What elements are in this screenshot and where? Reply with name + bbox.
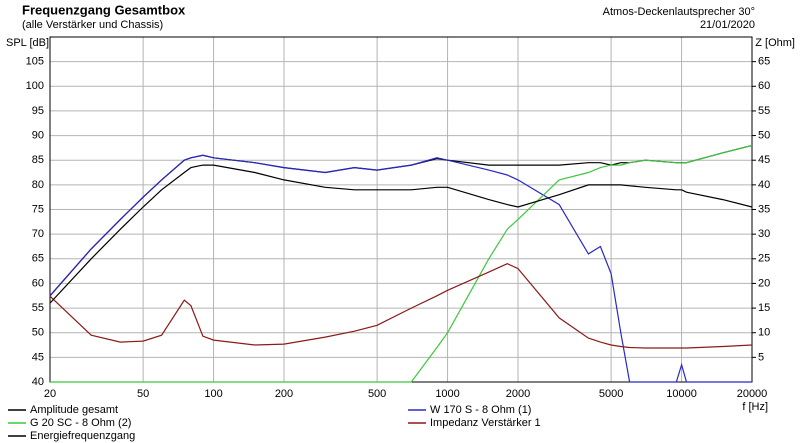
y-tick-label: 60 [32,277,44,289]
x-tick-label: 50 [137,388,149,400]
legend-label: G 20 SC - 8 Ohm (2) [30,417,131,429]
x-tick-label: 500 [368,388,386,400]
chart-subtitle: (alle Verstärker und Chassis) [22,19,163,31]
series-line [49,144,753,297]
y-tick-label: 85 [32,154,44,166]
y-tick-label: 45 [32,351,44,363]
y2-tick-label: 50 [758,129,770,141]
legend-label: W 170 S - 8 Ohm (1) [430,404,531,416]
y2-tick-label: 20 [758,277,770,289]
legend-label: Impedanz Verstärker 1 [430,417,541,429]
y2-tick-label: 45 [758,154,770,166]
y2-tick-label: 10 [758,327,770,339]
y-tick-label: 80 [32,179,44,191]
y2-tick-label: 65 [758,56,770,68]
y-axis-label: SPL [dB] [6,37,49,49]
y2-tick-label: 35 [758,203,770,215]
y2-axis-label: Z [Ohm] [755,37,795,49]
x-tick-label: 100 [204,388,222,400]
y-tick-label: 90 [32,129,44,141]
series-line [49,164,753,304]
chart-title: Frequenzgang Gesamtbox [22,2,186,17]
y-tick-label: 50 [32,327,44,339]
y2-tick-label: 40 [758,179,770,191]
y-tick-label: 105 [26,56,44,68]
y2-tick-label: 5 [758,351,764,363]
y2-tick-label: 25 [758,253,770,265]
y-tick-label: 100 [26,80,44,92]
y-tick-label: 55 [32,302,44,314]
y-tick-label: 40 [32,376,44,388]
x-axis-label: f [Hz] [742,401,768,413]
series-line [50,144,753,383]
series-line [49,154,752,383]
x-tick-label: 1000 [435,388,459,400]
y-tick-label: 95 [32,105,44,117]
y2-tick-label: 60 [758,80,770,92]
x-tick-label: 200 [275,388,293,400]
x-tick-label: 20 [44,388,56,400]
y-tick-label: 65 [32,253,44,265]
x-tick-label: 20000 [737,388,768,400]
legend-label: Energiefrequenzgang [30,430,135,442]
x-tick-label: 2000 [506,388,530,400]
y2-tick-label: 15 [758,302,770,314]
y2-tick-label: 55 [758,105,770,117]
x-tick-label: 5000 [599,388,623,400]
legend-label: Amplitude gesamt [30,404,118,416]
annotation: Atmos-Deckenlautsprecher 30° [603,6,755,18]
y-tick-label: 75 [32,203,44,215]
series-line [49,263,753,349]
y2-tick-label: 30 [758,228,770,240]
x-tick-label: 10000 [666,388,697,400]
annotation: 21/01/2020 [700,19,755,31]
y-tick-label: 70 [32,228,44,240]
